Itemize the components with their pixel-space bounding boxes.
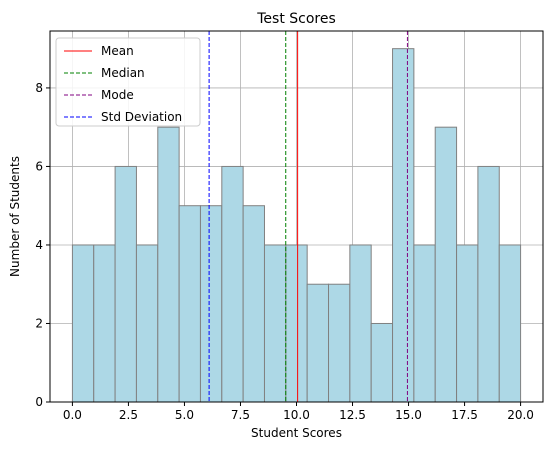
y-axis-label: Number of Students (8, 156, 22, 277)
histogram-bar (349, 244, 372, 403)
y-axis-ticks: 0 2 4 6 8 (35, 81, 50, 409)
histogram-bar (413, 244, 436, 403)
legend-label: Std Deviation (101, 110, 182, 124)
histogram-bar (456, 244, 479, 403)
x-tick-label: 17.5 (451, 408, 478, 422)
chart-title: Test Scores (256, 11, 336, 27)
histogram-bar (392, 48, 415, 403)
x-tick-label: 15.0 (395, 408, 422, 422)
histogram-bar (328, 283, 351, 403)
histogram-bar (434, 126, 458, 403)
histogram-bar (370, 322, 394, 403)
y-tick-label: 6 (35, 159, 43, 173)
y-tick-label: 0 (35, 395, 43, 409)
histogram-bar (157, 126, 180, 403)
x-tick-label: 0.0 (63, 408, 82, 422)
x-axis-ticks: 0.0 2.5 5.0 7.5 10.0 12.5 15.0 17.5 20.0 (63, 402, 534, 422)
histogram-bar (477, 165, 500, 403)
histogram-bar (306, 283, 330, 403)
reference-lines (208, 31, 408, 402)
histogram-bar (178, 205, 201, 403)
histogram-bar (263, 244, 287, 403)
histogram-bar (114, 165, 137, 403)
x-tick-label: 20.0 (507, 408, 534, 422)
x-tick-label: 5.0 (175, 408, 194, 422)
histogram-bar (498, 244, 522, 403)
x-tick-label: 12.5 (339, 408, 366, 422)
histogram-bar (199, 205, 223, 403)
histogram-bar (135, 244, 159, 403)
y-tick-label: 2 (35, 316, 43, 330)
legend-label: Median (101, 66, 145, 80)
histogram-bar (221, 165, 244, 403)
x-tick-label: 10.0 (283, 408, 310, 422)
x-tick-label: 7.5 (231, 408, 250, 422)
legend-label: Mean (101, 44, 134, 58)
histogram-bar (285, 244, 308, 403)
y-tick-label: 8 (35, 81, 43, 95)
legend-box (55, 37, 201, 127)
legend-label: Mode (101, 88, 134, 102)
x-axis-label: Student Scores (251, 426, 342, 440)
y-tick-label: 4 (35, 238, 43, 252)
histogram-bar (71, 244, 95, 403)
histogram-bar (93, 244, 116, 403)
legend: Mean Median Mode Std Deviation (55, 37, 201, 127)
x-tick-label: 2.5 (119, 408, 138, 422)
histogram-bar (242, 205, 265, 403)
